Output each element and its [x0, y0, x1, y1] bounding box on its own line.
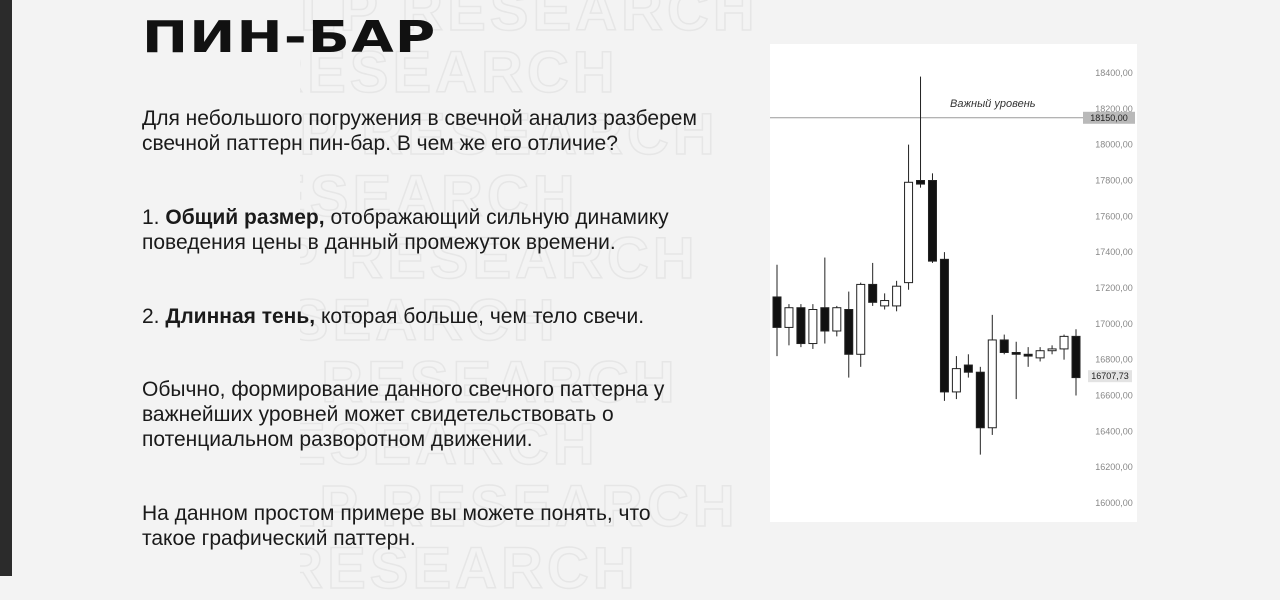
point-2-paragraph: 2. Длинная тень, которая больше, чем тел…: [142, 304, 702, 329]
candle-body: [808, 309, 818, 345]
y-tick-label: 16400,00: [1095, 426, 1133, 436]
point-2-number: 2.: [142, 305, 160, 328]
candle-body: [1071, 335, 1081, 379]
point-1-text: отображающий сильную динамику поведения …: [142, 206, 669, 254]
candle-body: [820, 307, 830, 332]
point-1-number: 1.: [142, 206, 160, 229]
y-tick-label: 16200,00: [1095, 462, 1133, 472]
candle-body: [832, 307, 842, 332]
candle-body: [975, 371, 985, 429]
y-tick-label: 16000,00: [1095, 498, 1133, 508]
y-tick-label: 18200,00: [1095, 104, 1133, 114]
candle-body: [1035, 350, 1045, 359]
candle-body: [916, 180, 926, 185]
candle-body: [1047, 348, 1057, 352]
paragraph-3: Обычно, формирование данного свечного па…: [142, 378, 665, 451]
y-tick-label: 17000,00: [1095, 319, 1133, 329]
candlestick-chart: 18400,00 18200,00 18000,00 17800,00 17600,00…: [770, 44, 1137, 522]
candle-body: [892, 285, 902, 307]
candle-body: [951, 368, 961, 393]
candle-body: [939, 258, 949, 393]
point-1-paragraph: 1. Общий размер, отображающий сильную ди…: [142, 205, 702, 255]
key-level-label: Важный уровень: [950, 98, 1036, 110]
paragraph-4: На данном простом примере вы можете поня…: [142, 502, 651, 550]
candle-body: [1011, 352, 1021, 355]
candle-body: [880, 300, 890, 307]
candle-body: [844, 309, 854, 355]
chart-svg: 18400,00 18200,00 18000,00 17800,00 17600,00…: [770, 68, 1135, 508]
candle-body: [856, 283, 866, 355]
y-tick-label: 18000,00: [1095, 140, 1133, 150]
y-tick-label: 17400,00: [1095, 247, 1133, 257]
intro-paragraph: Для небольшого погружения в свечной анал…: [142, 107, 697, 155]
candle-body: [772, 296, 782, 328]
price-tag-value: 16707,73: [1091, 371, 1129, 381]
page-title: ПИН-БАР: [142, 12, 437, 63]
candle-body: [784, 307, 794, 328]
y-tick-label: 16600,00: [1095, 391, 1133, 401]
candle-body: [927, 180, 937, 262]
candle-body: [999, 339, 1009, 354]
key-level-tag: [1083, 111, 1135, 124]
y-tick-label: 17800,00: [1095, 176, 1133, 186]
y-tick-label: 17200,00: [1095, 283, 1133, 293]
candle-body: [904, 181, 914, 284]
point-1-bold: Общий размер,: [165, 206, 325, 229]
point-2-bold: Длинная тень,: [165, 305, 316, 328]
candle-body: [987, 339, 997, 429]
candle-body: [1023, 353, 1033, 357]
y-tick-label: 17600,00: [1095, 211, 1133, 221]
price-tag: [1088, 370, 1132, 383]
candle-body: [868, 283, 878, 303]
point-2-text: которая больше, чем тело свечи.: [320, 305, 645, 328]
key-level-value: 18150,00: [1090, 113, 1128, 123]
candle-body: [796, 307, 806, 345]
watermark-line: LP RESEARCH: [300, 0, 759, 43]
left-edge-bar: [0, 0, 12, 576]
candle-body: [963, 364, 973, 373]
y-tick-label: 16800,00: [1095, 355, 1133, 365]
y-tick-label: 18400,00: [1095, 68, 1133, 78]
candle-body: [1059, 335, 1069, 350]
